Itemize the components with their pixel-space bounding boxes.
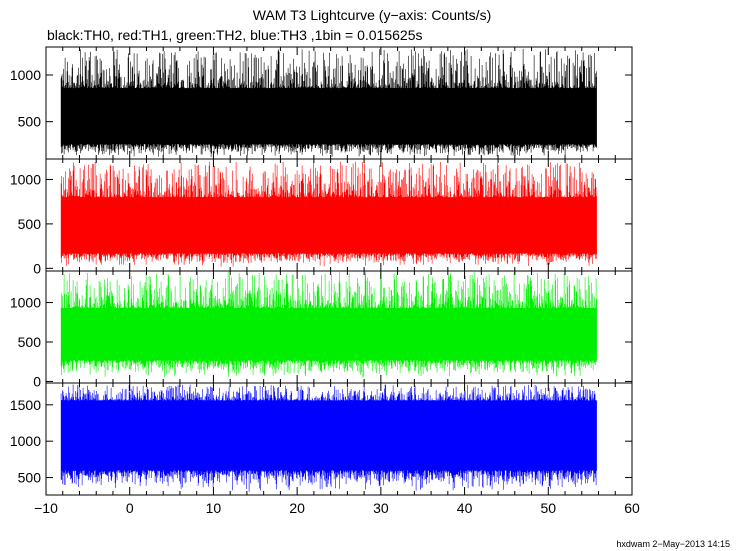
chart-title: WAM T3 Lightcurve (y−axis: Counts/s) [252, 7, 492, 23]
x-tick-label: 0 [126, 500, 134, 516]
x-tick-label: 40 [457, 500, 473, 516]
y-tick-label: 1000 [10, 67, 41, 83]
footer-timestamp: hxdwam 2−May−2013 14:15 [616, 539, 730, 549]
x-tick-label: 20 [289, 500, 305, 516]
y-tick-label: 0 [33, 373, 41, 389]
series-line-th3 [60, 384, 597, 492]
series-line-th1 [60, 161, 597, 267]
x-tick-label: 30 [373, 500, 389, 516]
series-line-th0 [60, 48, 597, 158]
panel-th1: 0 500 1000 [10, 158, 633, 276]
y-tick-label: 1000 [10, 171, 41, 187]
chart-subtitle: black:TH0, red:TH1, green:TH2, blue:TH3 … [47, 27, 423, 43]
x-tick-label: 50 [540, 500, 556, 516]
x-tick-label: −10 [34, 500, 58, 516]
panel-th0: 500 1000 [10, 46, 633, 160]
y-tick-label: 1000 [10, 433, 41, 449]
x-tick-label: 10 [206, 500, 222, 516]
y-tick-label: 0 [33, 260, 41, 276]
panel-th2: 0 500 1000 [10, 270, 633, 389]
panel-th3: 500 1000 1500 [10, 382, 633, 496]
y-tick-label: 1500 [10, 397, 41, 413]
series-line-th2 [60, 271, 597, 378]
y-tick-label: 500 [18, 114, 42, 130]
panel-frame [45, 382, 633, 496]
y-tick-label: 500 [18, 334, 42, 350]
y-tick-label: 500 [18, 470, 42, 486]
y-tick-label: 1000 [10, 295, 41, 311]
x-tick-label: 60 [624, 500, 640, 516]
y-tick-label: 500 [18, 216, 42, 232]
